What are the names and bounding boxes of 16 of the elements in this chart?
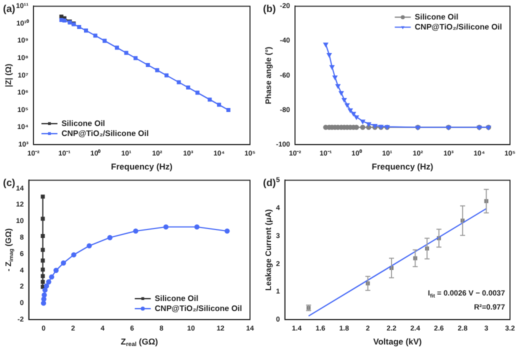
legend-label: CNP@TiO₂/Silicone Oil (414, 22, 502, 32)
x-axis-title: Frequency (Hz) (111, 161, 173, 172)
legend-label: Silicone Oil (414, 12, 458, 22)
chart-title: (d) (263, 178, 276, 189)
y-axis-title: |Z| (Ω) (4, 63, 14, 88)
legend-label: CNP@TiO₂/Silicone Oil (154, 304, 242, 313)
legend-label: CNP@TiO₂/Silicone Oil (61, 128, 149, 138)
x-axis-title: Voltage (kV) (373, 336, 422, 346)
y-axis-title: Phase angle (°) (264, 46, 274, 104)
chart-title: (b) (263, 4, 276, 15)
y-axis-title: Leakage Current (μA) (264, 208, 274, 291)
legend-label: Silicone Oil (154, 294, 198, 303)
legend-label: Silicone Oil (61, 118, 106, 128)
chart-title: (a) (3, 4, 16, 15)
chart-title: (c) (3, 178, 16, 189)
x-axis-title: Frequency (Hz) (372, 161, 434, 172)
